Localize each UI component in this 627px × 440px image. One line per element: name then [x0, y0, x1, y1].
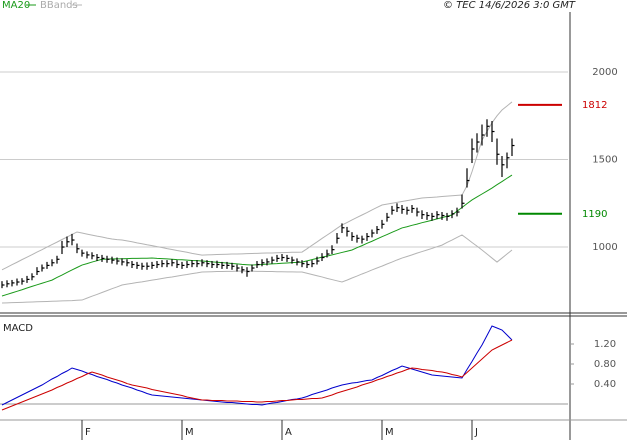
y-tick-label: 0.40 [594, 379, 616, 390]
level-label: 1812 [582, 100, 607, 111]
y-tick-label: 2000 [592, 67, 617, 78]
data-line [1, 101, 513, 271]
x-tick-label: M [185, 427, 194, 438]
credit: © TEC 14/6/2026 3:0 GMT [443, 0, 576, 11]
x-tick-label: M [385, 427, 394, 438]
legend-label: MA20 [2, 0, 30, 11]
level-label: 1190 [582, 209, 607, 220]
y-tick-label: 1.20 [594, 339, 616, 350]
x-tick-label: A [285, 427, 292, 438]
x-tick-label: J [474, 427, 478, 438]
data-line [1, 339, 513, 411]
data-line [1, 325, 513, 406]
y-tick-label: 1500 [592, 155, 617, 166]
y-tick-label: 0.80 [594, 359, 616, 370]
y-tick-label: 1000 [592, 242, 617, 253]
x-tick-label: F [85, 427, 91, 438]
data-line [1, 234, 513, 304]
legend-label: BBands [40, 0, 78, 11]
panel-title: MACD [3, 323, 33, 334]
